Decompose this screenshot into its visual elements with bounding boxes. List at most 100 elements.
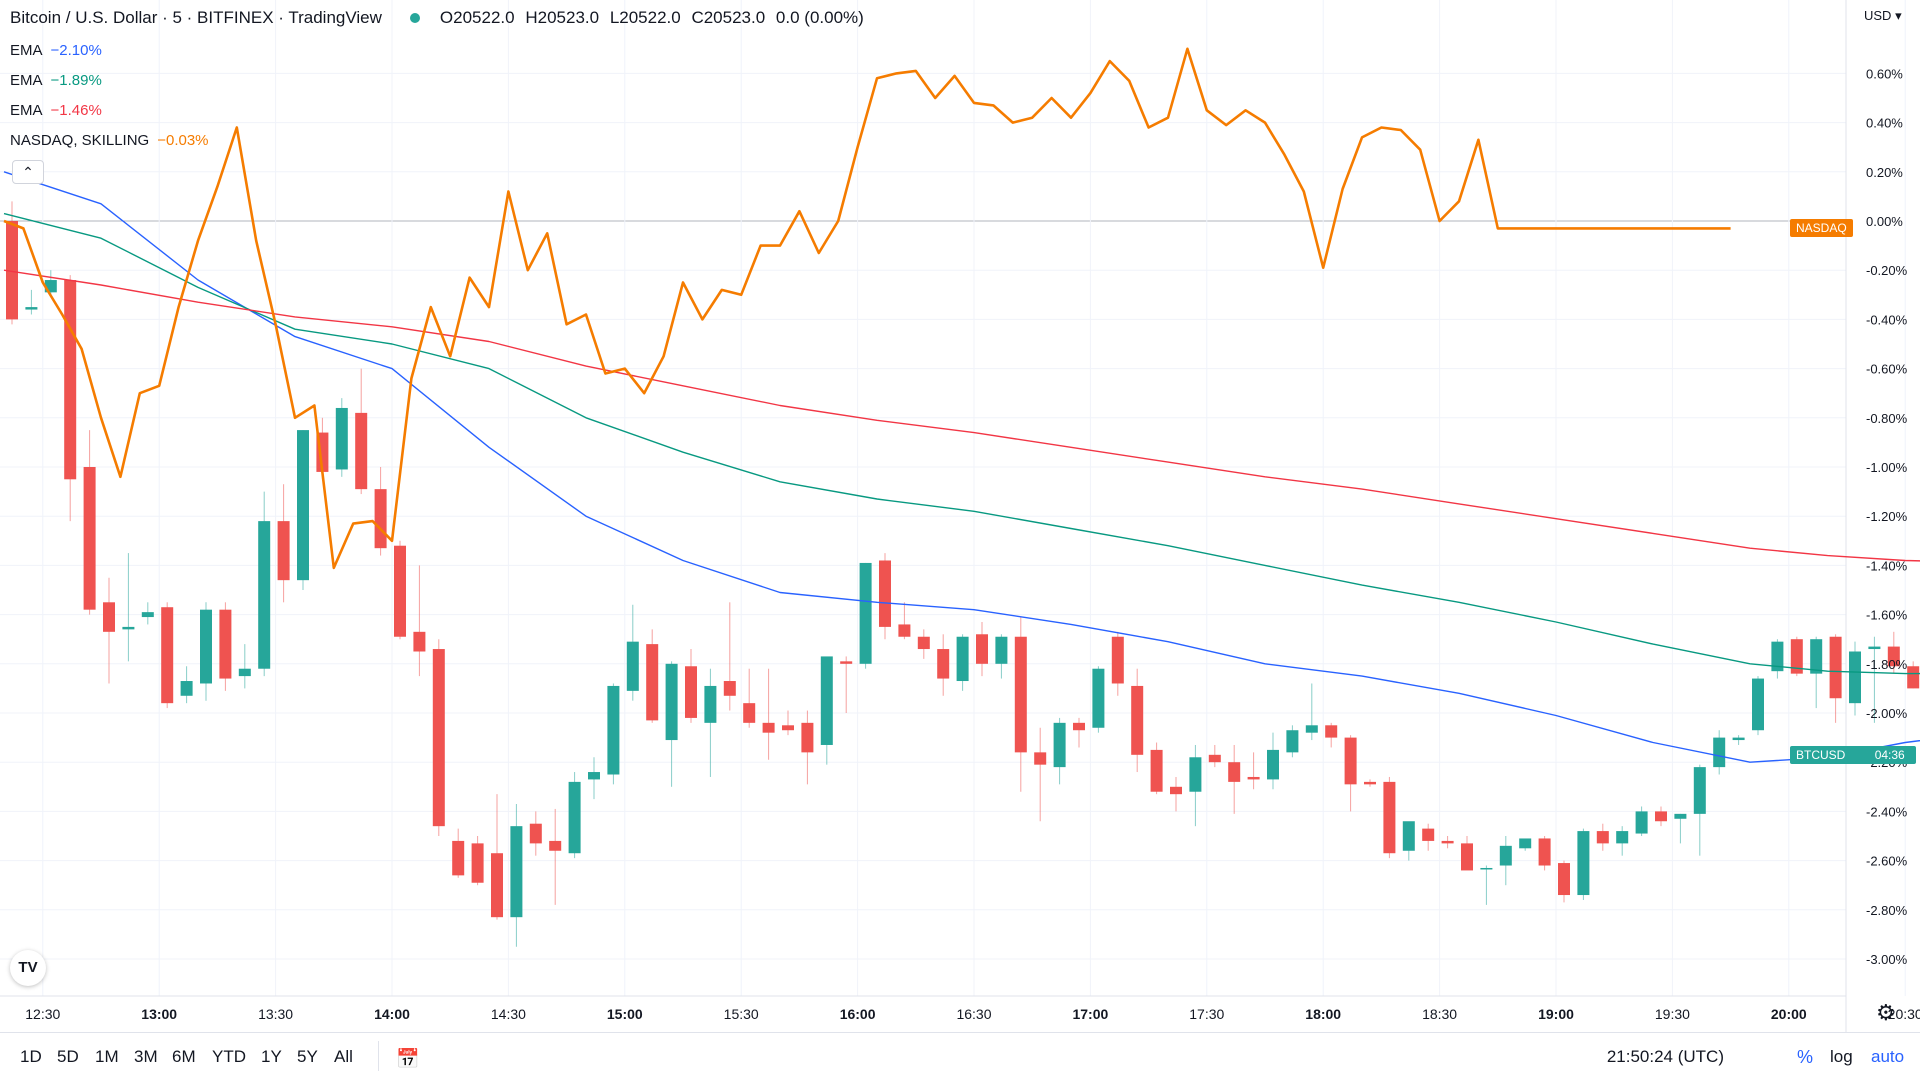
toolbar-divider <box>378 1041 379 1071</box>
candle-body <box>1771 641 1784 672</box>
candle <box>1907 661 1920 689</box>
candle-body <box>1693 767 1706 814</box>
y-tick-label: -1.40% <box>1866 558 1908 573</box>
candle-body <box>549 840 562 851</box>
y-tick-label: -2.40% <box>1866 804 1908 819</box>
range-1y-button[interactable]: 1Y <box>261 1047 282 1066</box>
x-tick-label: 17:30 <box>1189 1006 1224 1022</box>
candle-body <box>1519 838 1532 849</box>
x-tick-label: 20:30 <box>1888 1006 1920 1022</box>
y-tick-label: -1.60% <box>1866 608 1908 623</box>
legend-collapse-button[interactable]: ⌃ <box>12 160 44 184</box>
currency-text: USD <box>1864 8 1892 23</box>
candle-body <box>665 663 678 741</box>
nasdaq-price-tag: NASDAQ <box>1790 219 1853 237</box>
candle <box>1422 823 1435 851</box>
candle-body <box>1092 668 1105 728</box>
legend-name: NASDAQ, SKILLING <box>10 132 150 149</box>
candle <box>588 757 600 800</box>
candle-body <box>83 467 96 610</box>
candle <box>1402 821 1415 861</box>
candle <box>297 430 309 590</box>
range-5d-button[interactable]: 5D <box>57 1047 79 1066</box>
range-1d-button[interactable]: 1D <box>20 1047 42 1066</box>
candle <box>762 668 775 760</box>
x-tick-label: 13:00 <box>141 1006 177 1022</box>
x-tick-label: 14:00 <box>374 1006 410 1022</box>
legend-ema-blue[interactable]: EMA −2.10% <box>10 42 102 59</box>
candle <box>723 602 736 711</box>
candle-body <box>1131 685 1144 755</box>
range-5y-button[interactable]: 5Y <box>297 1047 318 1066</box>
candle <box>956 634 969 691</box>
ema-line-1[interactable] <box>3 212 1920 686</box>
candle <box>219 602 232 691</box>
ohlc-low: L20522.0 <box>609 8 681 27</box>
ohlc-change: 0.0 (0.00%) <box>775 8 864 27</box>
candle-body <box>646 644 659 721</box>
candle <box>1228 744 1241 814</box>
candle-body <box>588 772 600 780</box>
legend-ema-green[interactable]: EMA −1.89% <box>10 72 102 89</box>
x-tick-label: 16:30 <box>956 1006 991 1022</box>
range-6m-button[interactable]: 6M <box>172 1047 196 1066</box>
y-tick-label: -0.40% <box>1866 312 1908 327</box>
candle <box>820 656 833 765</box>
log-scale-toggle[interactable]: log <box>1830 1047 1853 1066</box>
candle <box>413 565 426 677</box>
candle <box>83 430 96 615</box>
x-tick-label: 19:00 <box>1538 1006 1574 1022</box>
candle-body <box>1053 722 1066 768</box>
nasdaq-line[interactable] <box>3 47 1731 570</box>
range-ytd-button[interactable]: YTD <box>212 1047 246 1066</box>
auto-scale-toggle[interactable]: auto <box>1871 1047 1905 1066</box>
symbol-title[interactable]: Bitcoin / U.S. Dollar · 5 · BITFINEX · T… <box>10 8 382 27</box>
candle-body <box>568 781 581 854</box>
candle <box>607 683 620 785</box>
range-3m-button[interactable]: 3M <box>134 1047 158 1066</box>
candle <box>1131 668 1144 773</box>
candle <box>1189 744 1202 827</box>
candle-body <box>898 624 911 637</box>
candle-body <box>1325 725 1338 738</box>
candles-layer <box>6 201 1920 947</box>
candle-body <box>859 562 872 664</box>
candle <box>801 710 814 785</box>
candle-body <box>1810 639 1823 674</box>
y-tick-label: 0.40% <box>1866 116 1903 131</box>
chart-canvas[interactable]: 0.60% 0.40% 0.20% 0.00% -0.20% -0.40% -0.60% -0… <box>0 0 1920 1032</box>
candle <box>1053 717 1066 785</box>
x-tick-label: 15:00 <box>607 1006 643 1022</box>
ema-line-2[interactable] <box>3 269 1920 580</box>
candle-body <box>1907 666 1920 689</box>
candle <box>1014 617 1027 792</box>
tradingview-logo[interactable]: TV <box>10 950 46 986</box>
x-tick-label: 16:00 <box>840 1006 876 1022</box>
legend-ema-red[interactable]: EMA −1.46% <box>10 102 102 119</box>
utc-clock[interactable]: 21:50:24 (UTC) <box>1606 1047 1724 1066</box>
ohlc-close: C20523.0 <box>691 8 766 27</box>
range-all-button[interactable]: All <box>334 1047 353 1066</box>
candle-body <box>782 725 794 731</box>
legend-value: −2.10% <box>50 42 102 59</box>
calendar-range-icon[interactable]: 📅 <box>396 1049 420 1070</box>
candle-body <box>1558 863 1570 896</box>
candle <box>1208 744 1221 768</box>
candle-body <box>355 412 368 490</box>
candle <box>1849 641 1861 716</box>
currency-label[interactable]: USD ▾ <box>1864 8 1902 23</box>
legend-nasdaq[interactable]: NASDAQ, SKILLING −0.03% <box>10 132 209 149</box>
candle <box>646 629 659 723</box>
percent-scale-toggle[interactable]: % <box>1797 1047 1814 1067</box>
candle-body <box>529 823 542 844</box>
x-tick-label: 13:30 <box>258 1006 293 1022</box>
candle <box>1499 836 1512 886</box>
candle <box>277 484 290 603</box>
time-axis-ticks: 12:30 13:00 13:30 14:00 14:30 15:00 15:30 16:00… <box>25 1006 1920 1022</box>
range-1m-button[interactable]: 1M <box>95 1047 119 1066</box>
legend-name: EMA <box>10 102 43 119</box>
candle-body <box>471 843 484 883</box>
candle-body <box>1189 757 1202 792</box>
gear-icon[interactable]: ⚙ <box>1876 1000 1896 1025</box>
candle-body <box>1150 749 1163 792</box>
